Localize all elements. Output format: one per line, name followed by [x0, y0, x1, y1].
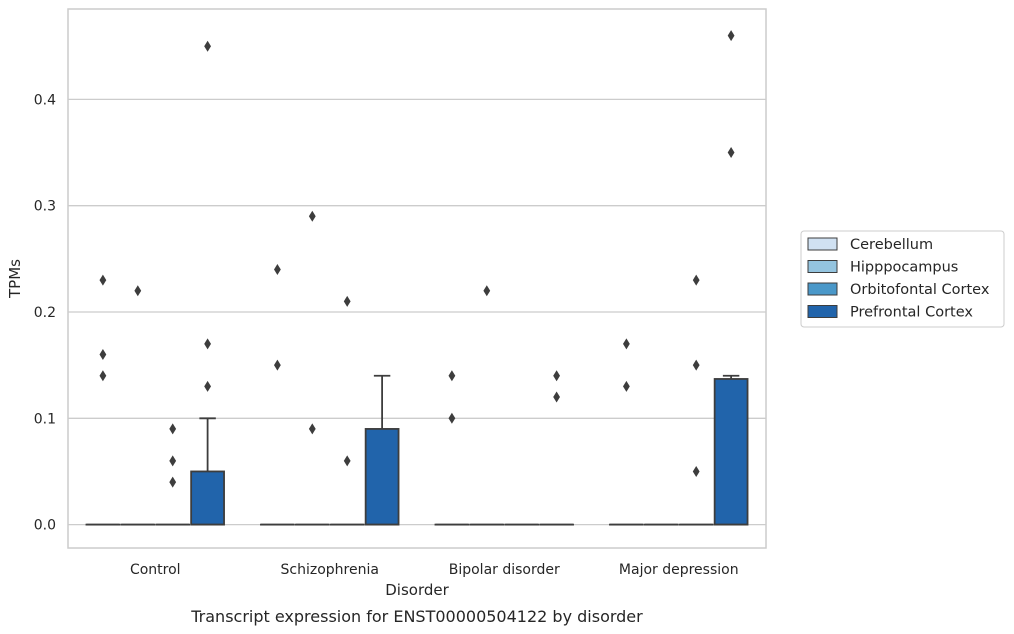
outlier-point: [99, 274, 107, 286]
box-group: [609, 338, 644, 526]
outlier-point: [274, 359, 281, 371]
plot-area: [68, 9, 766, 548]
chart-caption: Transcript expression for ENST0000050412…: [190, 607, 643, 626]
outlier-point: [553, 391, 560, 403]
outlier-point: [343, 295, 351, 307]
plot-frame: [67, 8, 767, 549]
outlier-point: [692, 359, 700, 371]
box-group: [434, 370, 470, 526]
outlier-point: [204, 380, 211, 392]
box-group: [85, 274, 121, 526]
legend-swatch: [807, 237, 838, 251]
outlier-point: [623, 380, 630, 392]
box-group: [329, 295, 365, 526]
box-group: [155, 423, 191, 526]
outlier-point: [169, 423, 177, 435]
x-tick-label: Control: [130, 562, 181, 578]
box-group: [713, 30, 749, 526]
outlier-point: [483, 285, 491, 297]
outlier-point: [623, 338, 630, 350]
boxes-layer: [85, 30, 749, 526]
legend-frame: [800, 230, 1005, 328]
outlier-point: [204, 338, 211, 350]
x-tick-label: Major depression: [619, 562, 739, 578]
box: [190, 470, 225, 526]
box-group: [260, 263, 295, 526]
legend: Cerebellum Hipppocampus Orbitofontal Corte…: [800, 230, 1005, 328]
box-group: [469, 285, 505, 526]
legend-label: Orbitofontal Cortex: [850, 282, 990, 298]
y-tick-label: 0.3: [34, 199, 56, 215]
outlier-point: [727, 147, 735, 159]
outlier-point: [99, 349, 107, 361]
legend-label: Hipppocampus: [850, 260, 958, 276]
legend-label: Cerebellum: [850, 237, 933, 253]
outlier-point: [99, 370, 107, 382]
x-tick-labels: Control Schizophrenia Bipolar disorder Majo…: [130, 562, 739, 578]
box-group: [539, 370, 574, 526]
box-group: [294, 210, 330, 526]
legend-swatch: [807, 260, 838, 273]
x-tick-label: Bipolar disorder: [449, 562, 560, 578]
box: [713, 378, 749, 526]
y-tick-label: 0.1: [34, 411, 56, 427]
outlier-point: [308, 423, 316, 435]
legend-swatch: [807, 282, 838, 296]
y-axis-title: TPMs: [6, 259, 24, 299]
y-tick-labels: 0.0 0.1 0.2 0.3 0.4: [34, 92, 56, 533]
legend-swatch: [807, 305, 838, 318]
x-axis-title: Disorder: [385, 581, 449, 599]
outlier-point: [308, 210, 316, 222]
legend-label: Prefrontal Cortex: [850, 305, 973, 321]
y-tick-label: 0.0: [34, 518, 56, 534]
box-group: [120, 285, 156, 526]
outlier-point: [134, 285, 142, 297]
box-group: [190, 40, 225, 526]
y-tick-label: 0.2: [34, 305, 56, 321]
outlier-point: [448, 370, 456, 382]
outlier-point: [692, 465, 700, 477]
box-group: [678, 274, 714, 526]
box: [364, 428, 400, 526]
outlier-point: [553, 370, 560, 382]
box-group: [364, 374, 400, 526]
outlier-point: [448, 412, 456, 424]
outlier-point: [169, 476, 177, 488]
outlier-point: [169, 455, 177, 467]
outlier-point: [343, 455, 351, 467]
outlier-point: [727, 30, 735, 42]
outlier-point: [274, 263, 281, 275]
outlier-point: [204, 40, 211, 52]
x-tick-label: Schizophrenia: [281, 562, 379, 578]
outlier-point: [692, 274, 700, 286]
y-tick-label: 0.4: [34, 92, 56, 108]
